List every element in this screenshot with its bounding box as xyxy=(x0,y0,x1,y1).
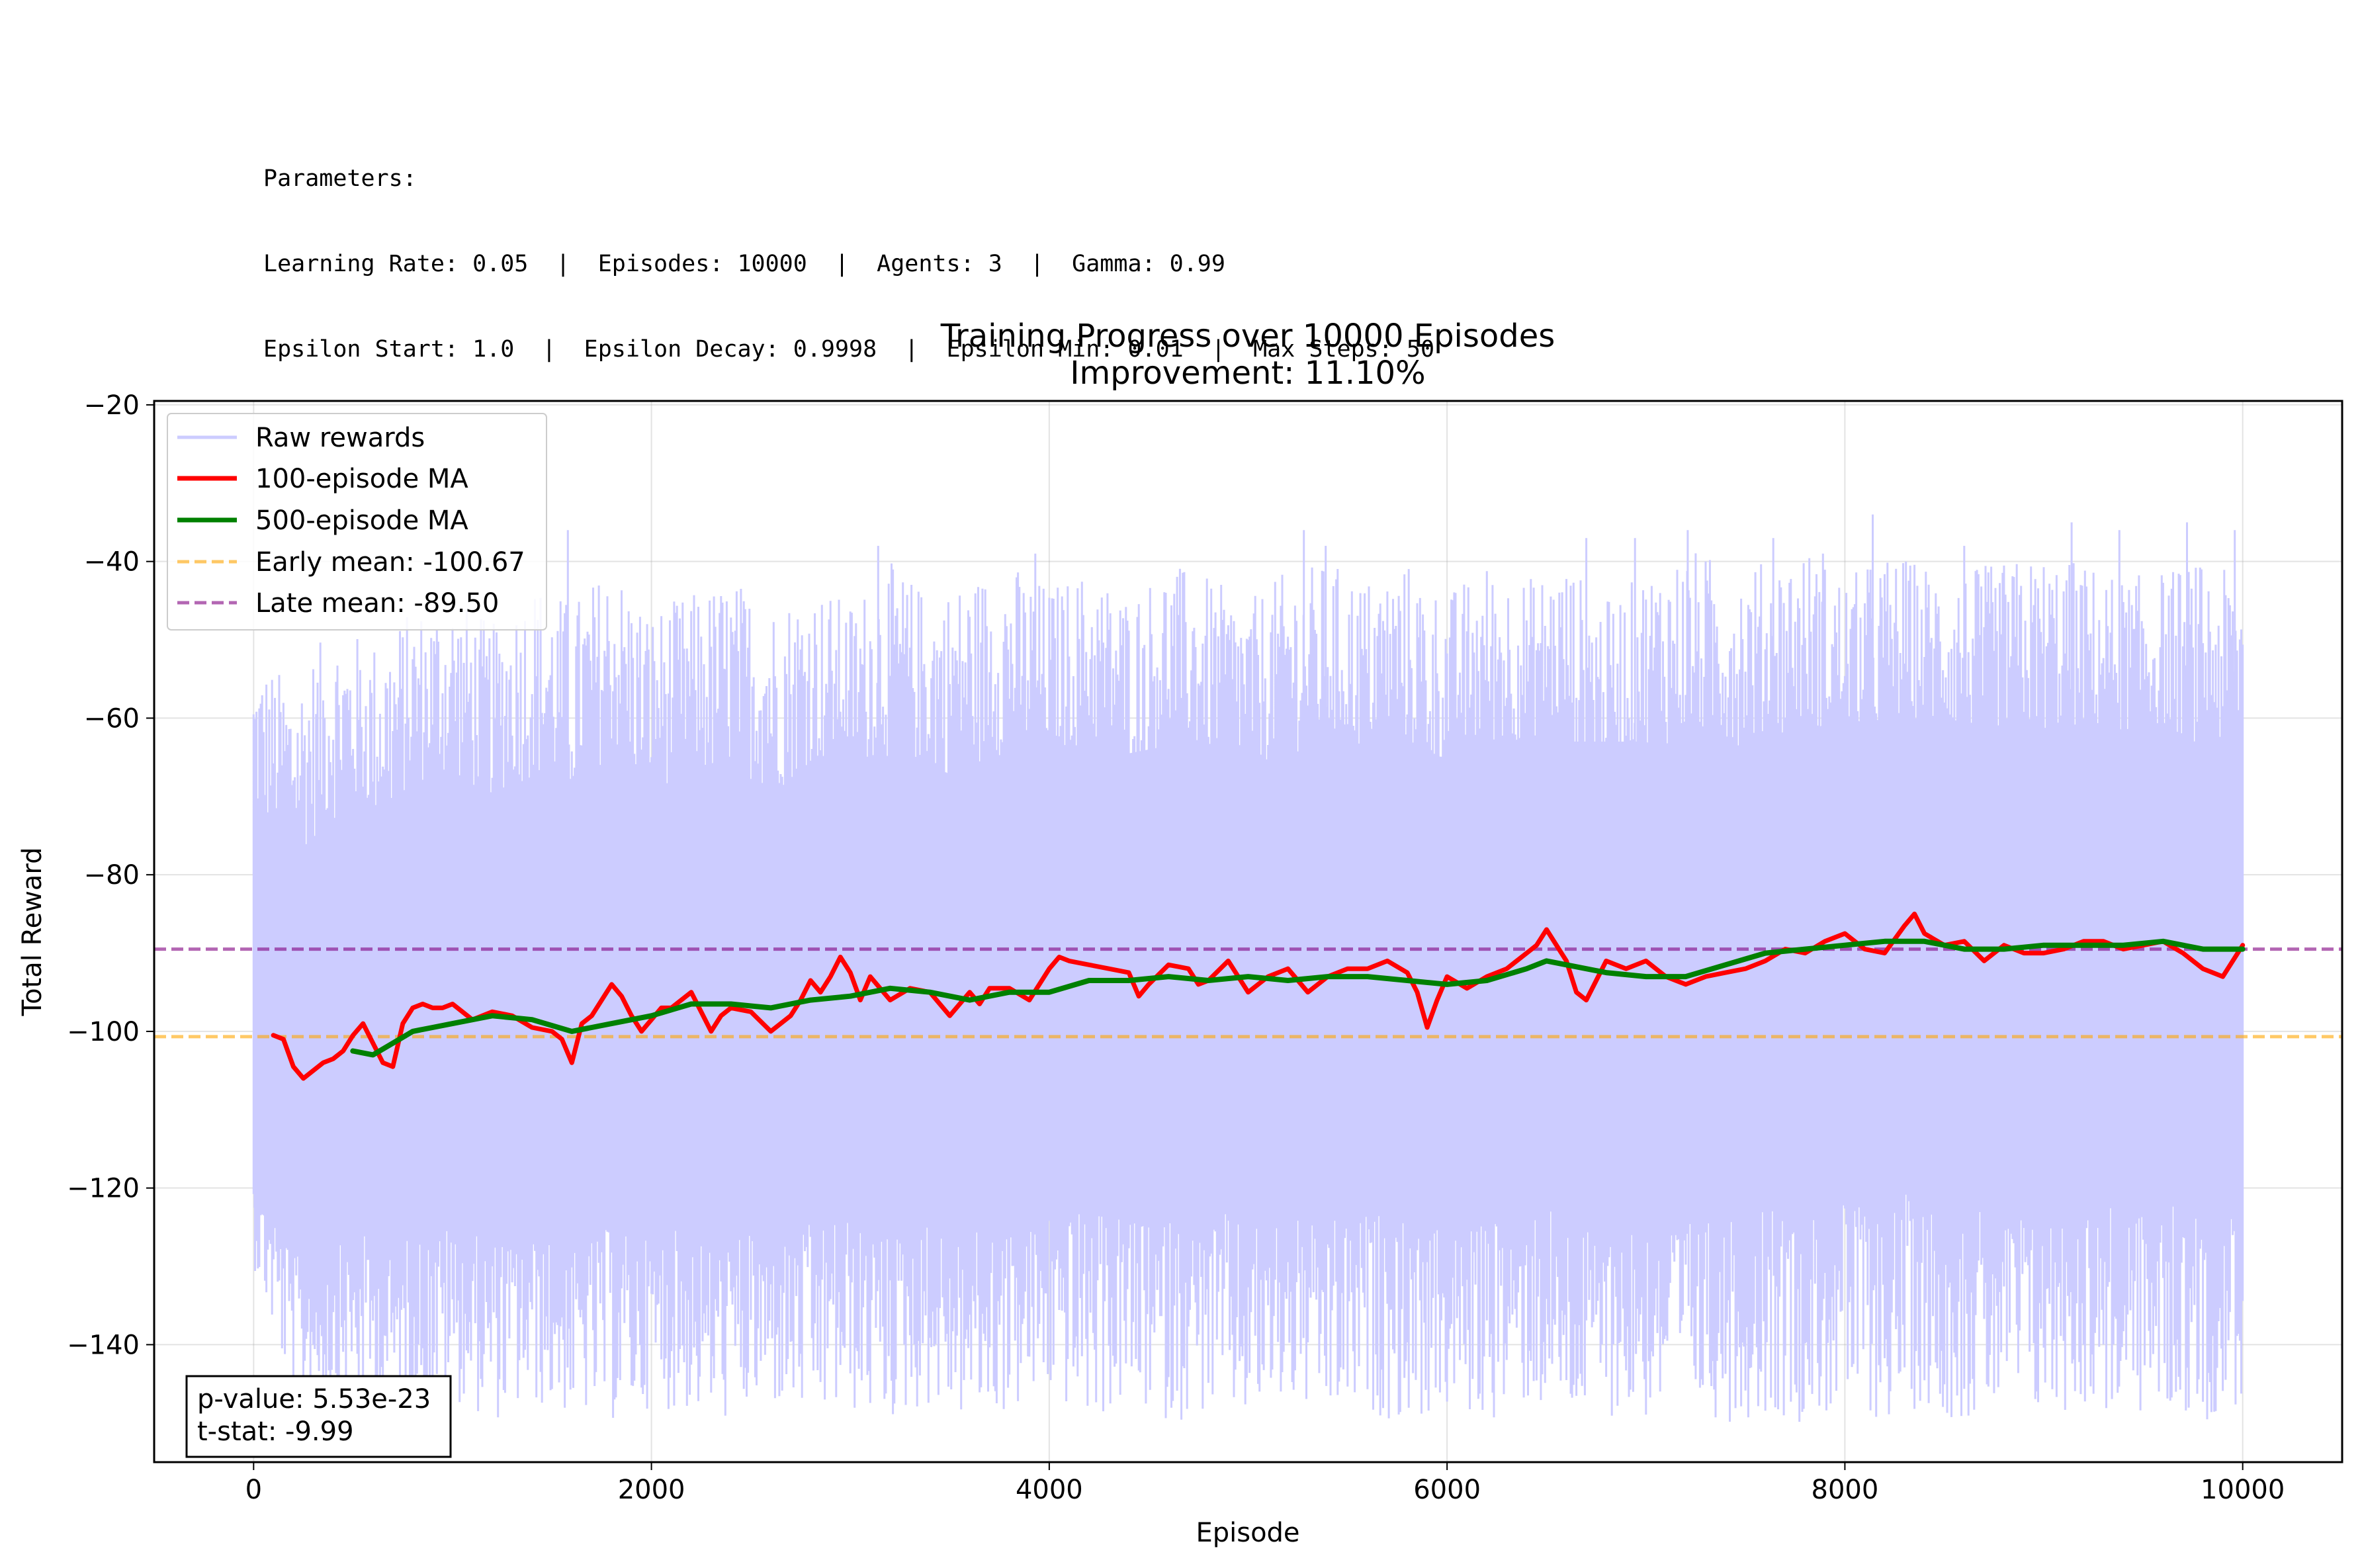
legend: Raw rewards 100-episode MA 500-episode M… xyxy=(167,414,547,630)
x-axis-ticks: 0 2000 4000 6000 8000 10000 xyxy=(245,1462,2285,1505)
statistics-box: p-value: 5.53e-23 t-stat: -9.99 xyxy=(187,1376,451,1457)
p-value-text: p-value: 5.53e-23 xyxy=(197,1384,431,1415)
x-tick-label: 2000 xyxy=(618,1475,685,1505)
x-tick-label: 10000 xyxy=(2201,1475,2285,1505)
legend-label-ma500: 500-episode MA xyxy=(255,505,468,536)
y-tick-label: −140 xyxy=(67,1330,140,1360)
x-tick-label: 8000 xyxy=(1812,1475,1879,1505)
legend-label-raw: Raw rewards xyxy=(255,423,425,453)
y-axis-ticks: −20 −40 −60 −80 −100 −120 −140 xyxy=(67,390,154,1361)
legend-label-ma100: 100-episode MA xyxy=(255,464,468,494)
x-tick-label: 0 xyxy=(245,1475,262,1505)
chart-subtitle: Improvement: 11.10% xyxy=(1070,355,1425,392)
y-tick-label: −60 xyxy=(84,703,140,734)
y-tick-label: −20 xyxy=(84,390,140,421)
t-stat-text: t-stat: -9.99 xyxy=(197,1416,354,1447)
legend-label-early-mean: Early mean: -100.67 xyxy=(255,547,525,578)
y-tick-label: −120 xyxy=(67,1174,140,1204)
legend-label-late-mean: Late mean: -89.50 xyxy=(255,588,499,619)
y-tick-label: −40 xyxy=(84,547,140,578)
x-axis-label: Episode xyxy=(1196,1518,1299,1548)
x-tick-label: 4000 xyxy=(1016,1475,1083,1505)
x-tick-label: 6000 xyxy=(1413,1475,1481,1505)
y-tick-label: −80 xyxy=(84,860,140,891)
y-tick-label: −100 xyxy=(67,1017,140,1047)
y-axis-label: Total Reward xyxy=(17,847,48,1016)
raw-rewards-series xyxy=(253,515,2242,1422)
chart-title: Training Progress over 10000 Episodes xyxy=(940,318,1555,355)
raw-rewards-line xyxy=(253,515,2242,1422)
